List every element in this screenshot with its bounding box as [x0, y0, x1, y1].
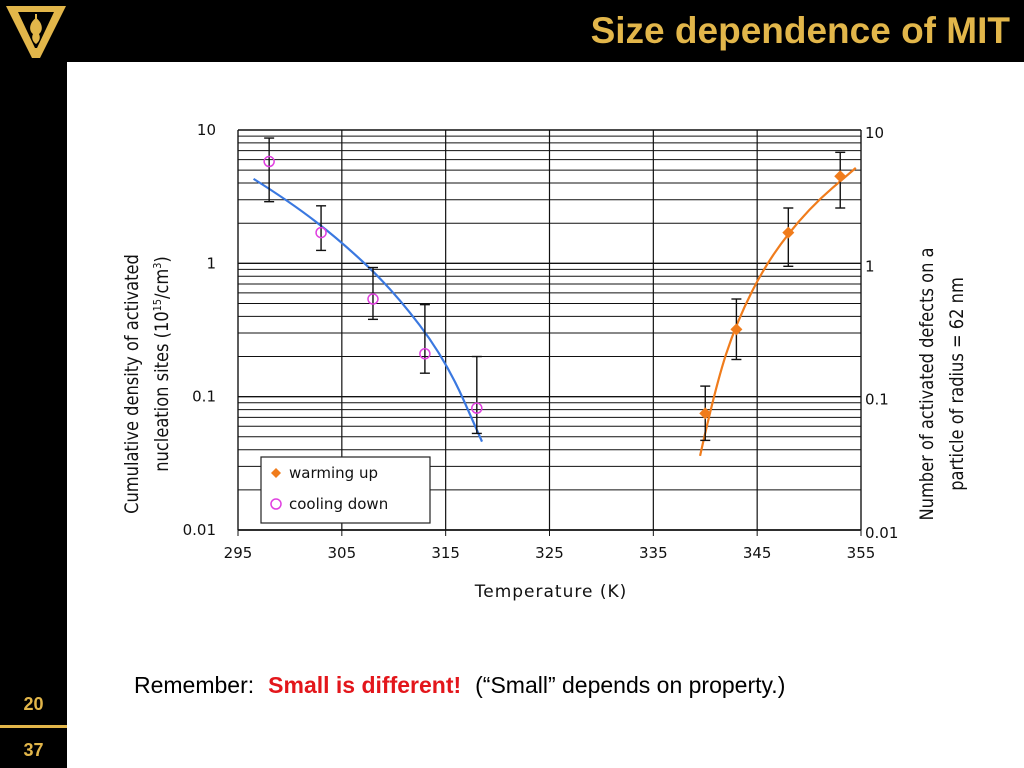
- y-tick-label-left: 0.1: [192, 388, 216, 406]
- y-tick-label-right: 0.01: [865, 524, 898, 542]
- x-tick-label: 335: [639, 544, 668, 562]
- vanderbilt-logo-icon: [6, 6, 66, 58]
- data-points: [263, 137, 847, 442]
- total-slides: 37: [23, 740, 44, 760]
- fit-curves: [252, 167, 857, 457]
- fit-curve-warming: [698, 167, 857, 457]
- chart-legend: warming up cooling down: [260, 456, 431, 524]
- data-point-warming: [782, 226, 795, 239]
- slide-number: 20: [23, 694, 44, 714]
- x-tick-label: 295: [224, 544, 253, 562]
- slide-content: 295 305 315 325 335 345 355 10 10 1 1 0.1 0.1 0.01 0.0…: [67, 62, 1024, 768]
- legend-label-warming: warming up: [289, 464, 378, 482]
- data-point-cooling: [471, 402, 483, 414]
- caption-tail: (“Small” depends on property.): [475, 672, 786, 698]
- x-tick-label: 315: [431, 544, 460, 562]
- caption-emphasis: Small is different!: [268, 672, 462, 698]
- y-tick-label-left: 1: [206, 254, 216, 272]
- legend-marker-warming: [271, 468, 281, 478]
- y-tick-label-left: 0.01: [183, 521, 216, 539]
- chart-axes: [237, 130, 862, 536]
- data-point-cooling: [367, 293, 379, 305]
- x-axis-label: Temperature (K): [474, 582, 628, 602]
- y-tick-label-left: 10: [197, 121, 216, 139]
- slide-number-divider: [0, 725, 67, 728]
- legend-label-cooling: cooling down: [289, 495, 388, 513]
- x-tick-label: 305: [328, 544, 357, 562]
- slide-title: Size dependence of MIT: [590, 10, 1010, 51]
- caption-lead: Remember:: [134, 672, 255, 698]
- y-tick-label-right: 1: [865, 257, 875, 275]
- y-axis-label-left-line2: nucleation sites (1015/cm3): [151, 256, 173, 472]
- y-axis-label-right-line1: Number of activated defects on a: [917, 247, 938, 520]
- y-axis-label-right-line2: particle of radius = 62 nm: [947, 277, 968, 491]
- sidebar: [0, 62, 67, 768]
- data-point-cooling: [315, 226, 327, 239]
- header-bar: Size dependence of MIT: [0, 0, 1024, 62]
- legend-box: [260, 456, 431, 524]
- data-point-warming: [699, 407, 712, 420]
- y-axis-label-left-line1: Cumulative density of activated: [122, 254, 143, 514]
- data-point-warming: [834, 170, 847, 183]
- data-point-warming: [730, 323, 743, 336]
- slide-caption: Remember: Small is different! (“Small” dep…: [134, 672, 799, 699]
- x-tick-label: 325: [535, 544, 564, 562]
- chart-grid: [237, 129, 862, 531]
- y-tick-label-right: 10: [865, 124, 884, 142]
- y-tick-label-right: 0.1: [865, 391, 889, 409]
- data-point-cooling: [263, 155, 275, 168]
- mit-size-chart: 295 305 315 325 335 345 355 10 10 1 1 0.1 0.1 0.01 0.0…: [122, 121, 968, 602]
- x-tick-label: 345: [743, 544, 772, 562]
- data-point-cooling: [419, 347, 431, 360]
- chart-tick-labels: 295 305 315 325 335 345 355 10 10 1 1 0.1 0.1 0.01 0.0…: [183, 121, 899, 562]
- fit-curve-cooling: [252, 177, 484, 443]
- legend-marker-cooling: [270, 498, 282, 510]
- x-tick-label: 355: [847, 544, 876, 562]
